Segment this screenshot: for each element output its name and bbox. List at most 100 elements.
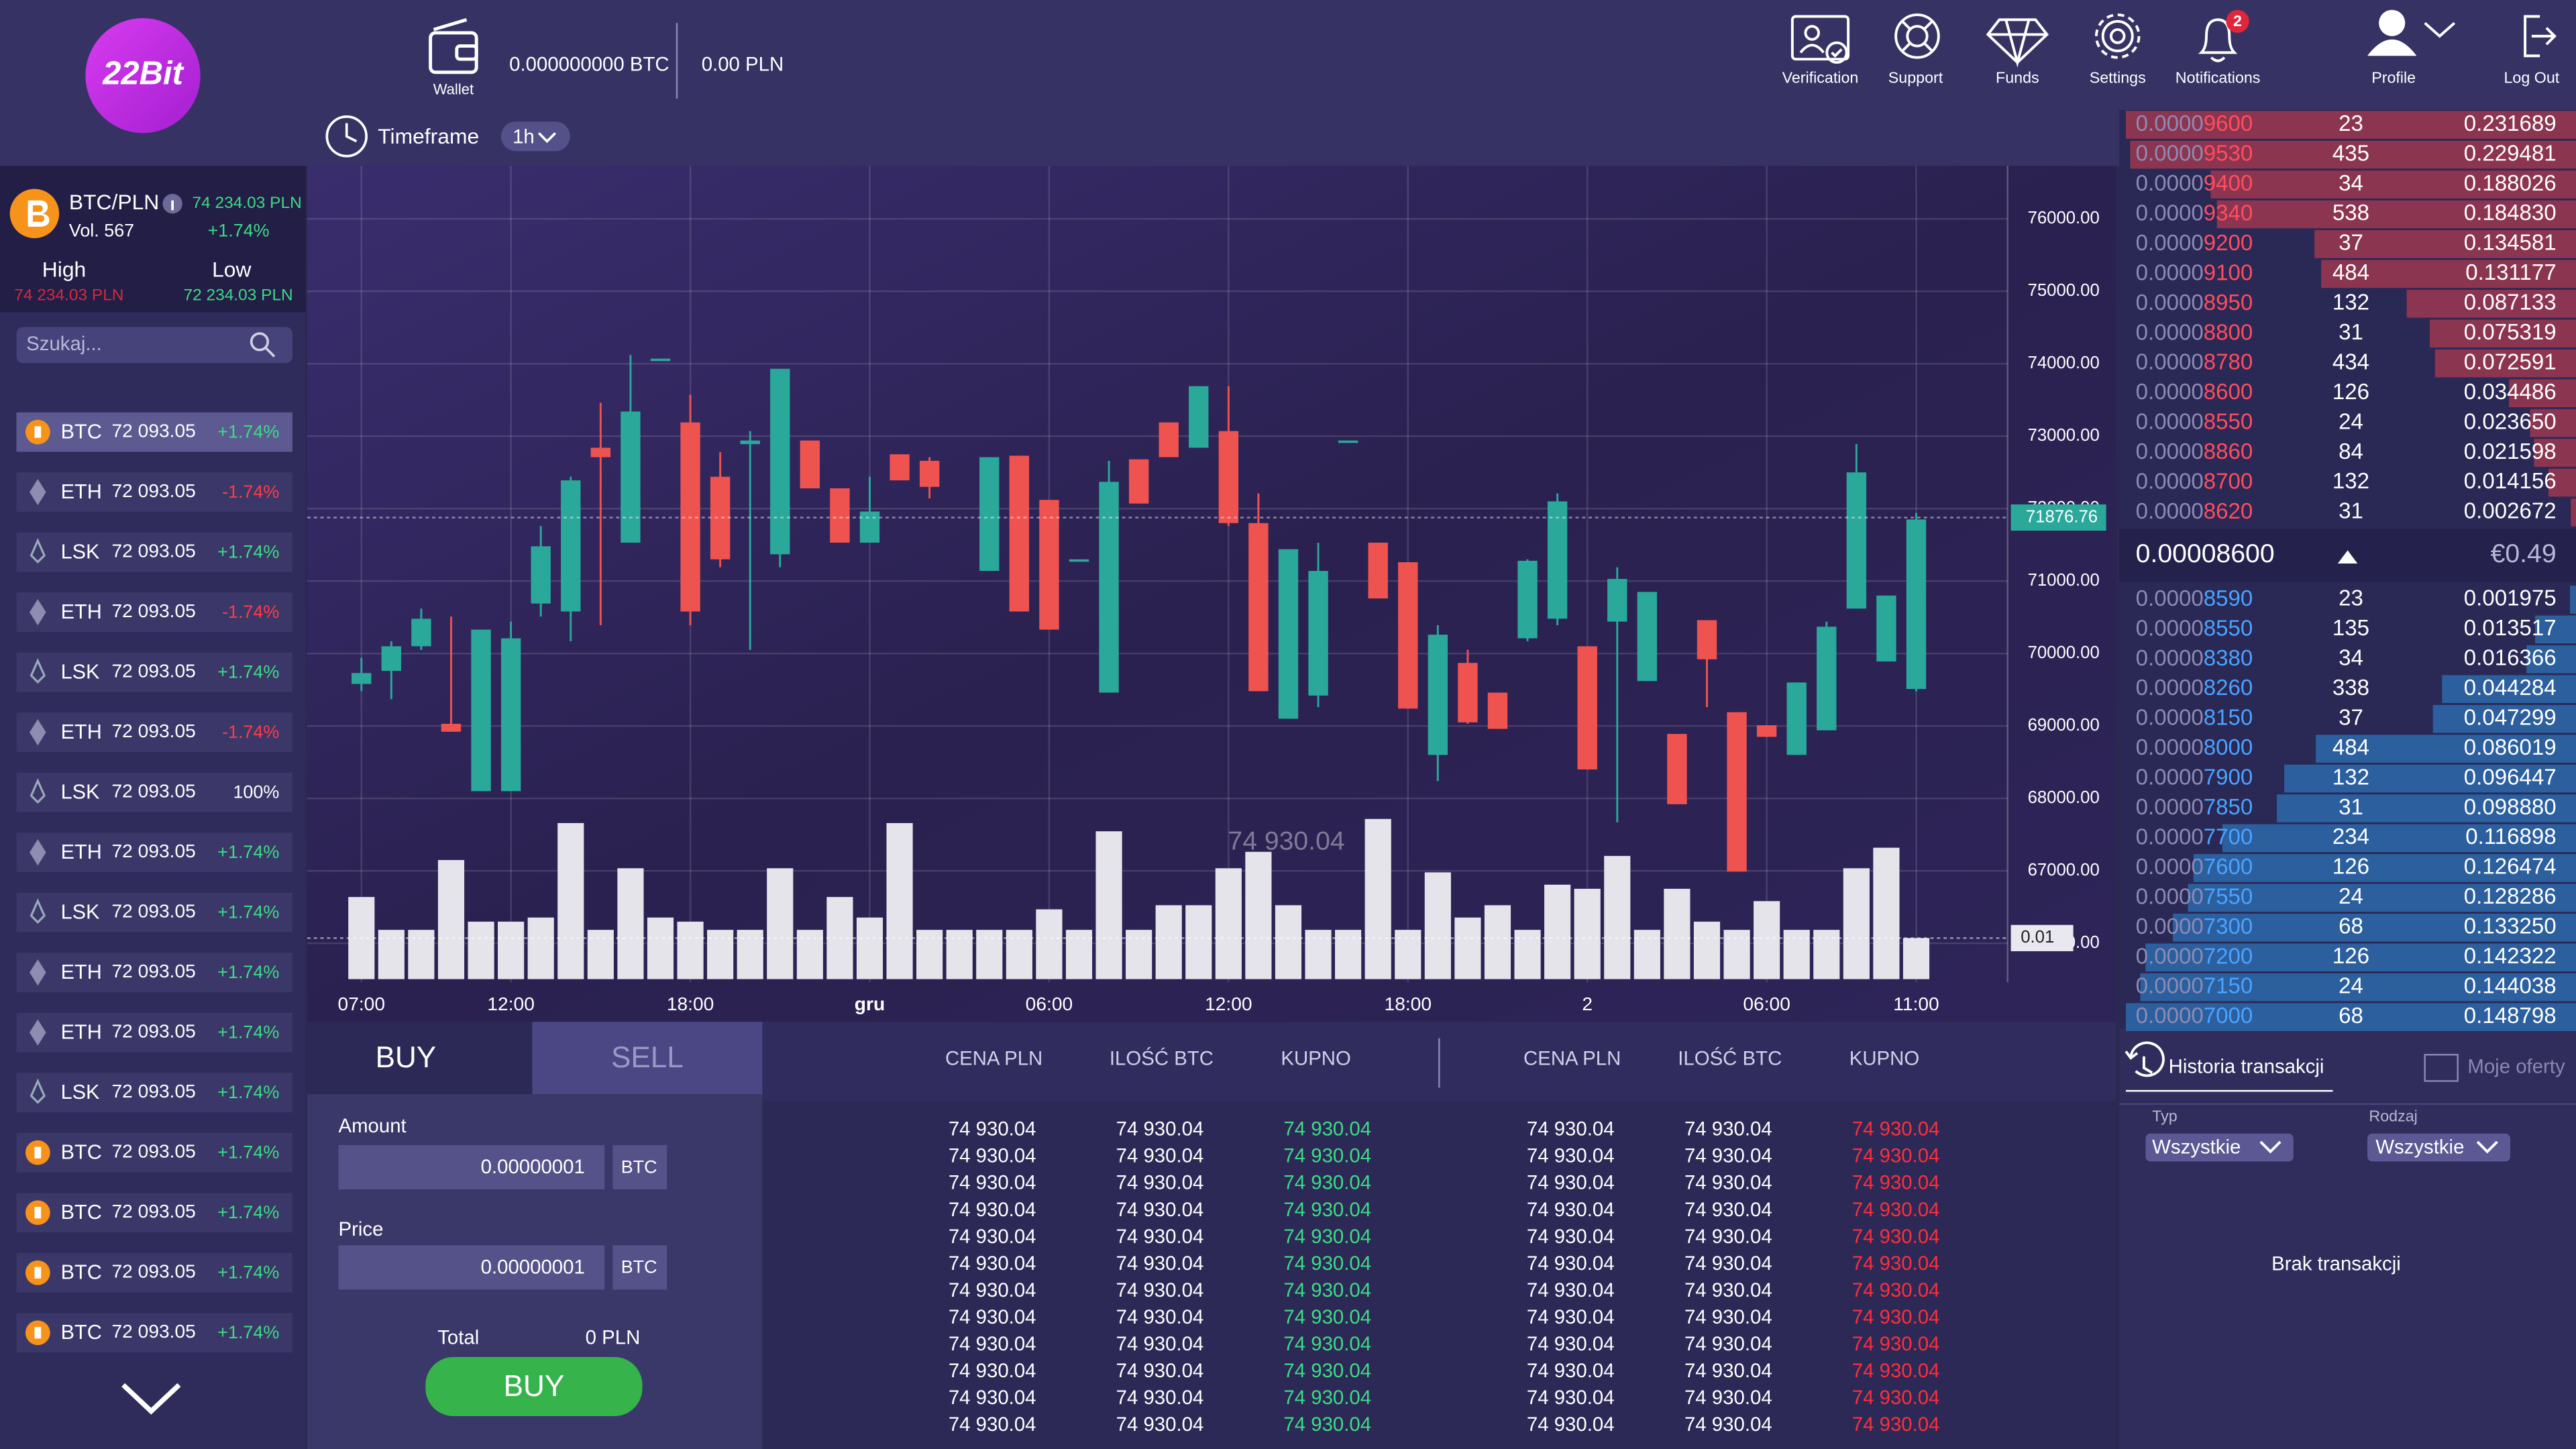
coin-row[interactable] [16,772,292,812]
table-cell: 74 930.04 [1852,1199,1940,1221]
depth-bar [2125,111,2576,139]
search-placeholder[interactable]: Szukaj... [26,333,102,355]
coin-row[interactable] [16,1132,292,1173]
sell-tab-label[interactable]: SELL [611,1041,684,1074]
book-amount: 434 [2332,350,2369,374]
coin-price: 72 093.05 [112,1141,196,1162]
candle-body [1009,455,1030,612]
coin-icon [30,479,46,506]
search-box[interactable] [16,327,292,364]
coin-row[interactable] [16,833,292,873]
candle-body [561,480,581,612]
logo-text[interactable]: 22Bit [102,56,184,92]
book-amount: 24 [2339,409,2363,434]
plot [307,166,2008,983]
table-cell: 74 930.04 [949,1333,1036,1355]
coin-symbol: ETH [61,961,102,983]
price-value[interactable]: 0.00000001 [481,1256,585,1278]
volume-bar [1604,855,1631,979]
table-cell: 74 930.04 [1283,1360,1371,1382]
type-label: Typ [2152,1107,2177,1124]
kind-value[interactable]: Wszystkie [2375,1136,2464,1159]
buy-button[interactable] [425,1356,643,1417]
depth-bar [2535,615,2576,644]
table-cell: 74 930.04 [1527,1226,1615,1248]
candle-body [1817,627,1837,731]
buy-tab-label[interactable]: BUY [376,1041,437,1074]
candle-body [1637,592,1658,682]
pair-price: 74 234.03 PLN [193,194,302,212]
coin-row[interactable] [16,892,292,932]
buy-button-label[interactable]: BUY [504,1370,565,1403]
type-select[interactable] [2145,1133,2294,1162]
search-icon[interactable] [250,332,276,358]
volume-bar [1185,905,1212,979]
logout-icon[interactable] [2524,15,2557,58]
nav-label: Funds [1996,69,2039,87]
table-cell: 74 930.04 [1684,1226,1772,1248]
coin-row[interactable] [16,1073,292,1113]
table-cell: 74 930.04 [1527,1333,1615,1355]
volume-tag [2010,924,2074,951]
coin-row[interactable] [16,953,292,993]
table-cell: 74 930.04 [1852,1413,1940,1436]
book-price: 0.00008700 [2136,469,2253,494]
candle-body [979,457,1000,572]
depth-bar [2188,883,2576,912]
coin-row[interactable] [16,412,292,452]
logo[interactable] [85,17,201,133]
timeframe-value[interactable]: 1h [513,125,535,148]
kind-select[interactable] [2367,1133,2511,1162]
book-price: 0.00009100 [2136,260,2253,285]
coin-row[interactable] [16,1313,292,1353]
coin-row[interactable] [16,652,292,692]
coin-change: +1.74% [217,842,279,862]
settings-icon[interactable] [2094,13,2141,59]
table-cell: 74 930.04 [949,1279,1036,1301]
scroll-down[interactable] [121,1383,181,1415]
depth-bar [2429,319,2576,348]
table-cell: 74 930.04 [949,1226,1036,1248]
coin-row[interactable] [16,1193,292,1233]
wallet-icon[interactable] [429,18,478,74]
coin-row[interactable] [16,472,292,512]
history-tab[interactable]: Historia transakcji [2169,1056,2324,1078]
coin-row[interactable] [16,592,292,632]
candle-body [710,476,731,559]
book-amount: 31 [2339,795,2363,820]
notifications-icon[interactable] [2198,18,2238,62]
sell-tab[interactable] [532,1022,763,1095]
book-price: 0.00009400 [2136,171,2253,196]
type-value[interactable]: Wszystkie [2152,1136,2241,1159]
profile-icon[interactable] [2367,9,2417,56]
profile-chevron[interactable] [2424,21,2456,38]
table-cell: 74 930.04 [1116,1145,1204,1167]
y-tick-label: 68000.00 [2028,788,2100,807]
nav-label: Profile [2371,69,2416,87]
coin-symbol: ETH [61,841,102,863]
timeframe-select[interactable] [500,121,570,152]
offers-tab[interactable]: Moje oferty [2467,1056,2565,1078]
table-cell: 74 930.04 [1116,1333,1204,1355]
coin-icon [30,898,46,924]
coin-row[interactable] [16,1012,292,1053]
amount-value[interactable]: 0.00000001 [481,1156,585,1178]
book-total: 0.131177 [2465,260,2556,285]
coin-row[interactable] [16,1252,292,1293]
volume-bar [1843,868,1870,979]
price-input[interactable] [338,1245,605,1290]
amount-input[interactable] [338,1144,605,1190]
coin-row[interactable] [16,712,292,753]
buy-tab[interactable] [307,1022,533,1095]
coin-price: 72 093.05 [112,1021,196,1042]
chevron [2259,1140,2282,1154]
coin-change: +1.74% [217,1263,279,1283]
funds-icon[interactable] [1986,18,2049,68]
coin-row[interactable] [16,532,292,572]
support-icon[interactable] [1894,13,1940,59]
candle-body [890,454,910,481]
table-cell: 74 930.04 [1684,1118,1772,1140]
candle-body [352,673,372,684]
table-cell: 74 930.04 [1852,1172,1940,1194]
verification-icon[interactable] [1790,15,1850,64]
